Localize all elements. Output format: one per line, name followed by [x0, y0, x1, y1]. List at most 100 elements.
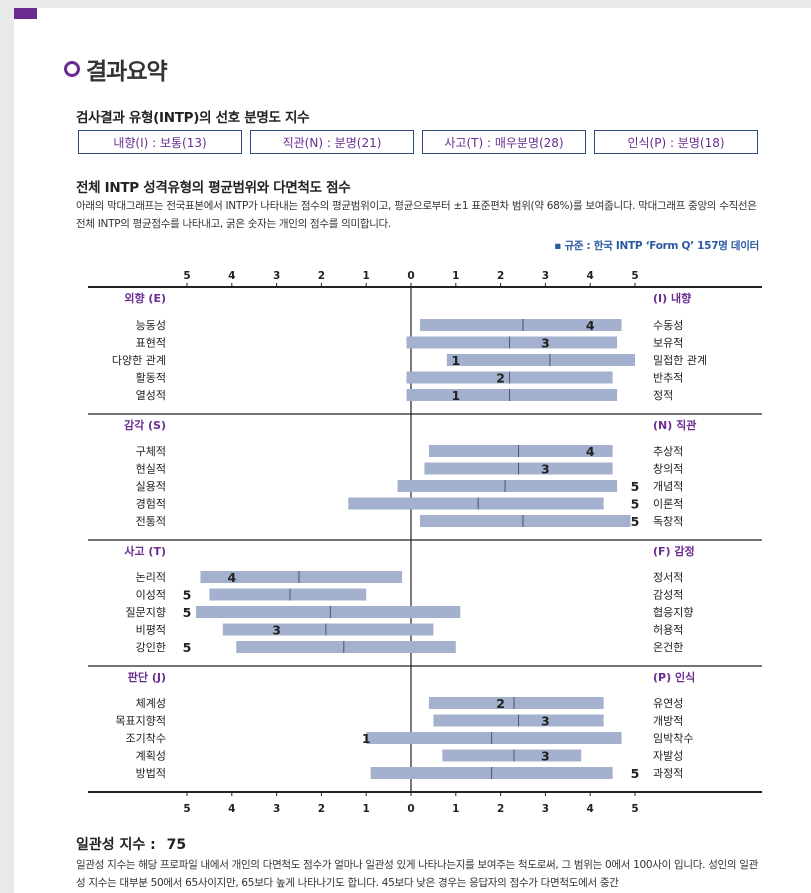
left-facet-label: 체계성 [136, 697, 166, 710]
axis-tick-top: 1 [363, 270, 370, 282]
facet-range-bar [209, 588, 367, 601]
left-facet-label: 실용적 [136, 480, 166, 493]
facet-range-bar [195, 606, 461, 618]
axis-tick-top: 5 [183, 270, 190, 282]
facet-range-bar [419, 319, 622, 331]
left-facet-label: 목표지향적 [115, 715, 166, 728]
right-facet-label: 자발성 [653, 750, 683, 763]
right-facet-label: 감성적 [653, 589, 683, 602]
axis-tick-top: 3 [273, 270, 280, 282]
consistency-title: 일관성 지수 : 75 [76, 834, 186, 854]
axis-tick-bottom: 5 [631, 803, 638, 815]
left-facet-label: 다양한 관계 [112, 354, 166, 367]
facet-score-label: 1 [451, 388, 460, 403]
right-facet-label: 수동성 [653, 319, 683, 332]
left-facet-label: 비평적 [136, 624, 166, 637]
right-pole-label: (F) 감정 [653, 544, 695, 558]
right-facet-label: 반추적 [653, 372, 683, 385]
facet-range-bar [428, 697, 604, 709]
right-facet-label: 밀접한 관계 [653, 354, 707, 367]
left-facet-label: 계획성 [136, 750, 166, 763]
right-facet-label: 유연성 [653, 697, 683, 710]
axis-tick-top: 0 [407, 270, 414, 282]
facet-range-bar [419, 515, 631, 527]
right-facet-label: 협응지향 [653, 606, 693, 619]
axis-tick-bottom: 5 [183, 803, 190, 815]
facet-range-bar [406, 336, 618, 349]
facet-score-label: 5 [631, 514, 640, 529]
left-facet-label: 활동적 [136, 371, 166, 385]
heading-text: 결과요약 [86, 59, 168, 85]
report-sheet [14, 8, 811, 893]
facet-score-label: 3 [272, 623, 281, 638]
facet-range-bar [236, 641, 456, 653]
left-facet-label: 조기착수 [126, 732, 166, 745]
facet-score-label: 3 [541, 336, 550, 351]
facet-score-label: 2 [496, 696, 505, 711]
left-facet-label: 강인한 [136, 641, 166, 654]
facets-title: 전체 INTP 성격유형의 평균범위와 다면척도 점수 [76, 180, 351, 196]
left-facet-label: 구체적 [136, 445, 166, 458]
facet-score-label: 4 [227, 570, 236, 585]
facet-range-bar [442, 749, 582, 762]
circle-bullet-icon [64, 61, 80, 77]
axis-tick-bottom: 2 [497, 803, 504, 815]
left-facet-label: 논리적 [136, 571, 166, 584]
right-facet-label: 과정적 [653, 767, 683, 780]
axis-tick-bottom: 2 [318, 803, 325, 815]
consistency-value: 75 [166, 837, 187, 853]
left-pole-label: 사고 (T) [124, 544, 166, 558]
right-facet-label: 정서적 [653, 571, 683, 584]
left-pole-label: 외향 (E) [124, 291, 166, 305]
preference-title: 검사결과 유형(INTP)의 선호 분명도 지수 [76, 110, 310, 126]
left-facet-label: 열성적 [136, 389, 166, 402]
section-heading: 결과요약 [64, 52, 168, 86]
axis-tick-bottom: 1 [363, 803, 370, 815]
left-facet-label: 현실적 [136, 463, 166, 476]
axis-tick-top: 4 [587, 270, 594, 282]
right-facet-label: 개념적 [653, 480, 683, 493]
right-facet-label: 임박착수 [653, 732, 693, 745]
axis-tick-top: 2 [497, 270, 504, 282]
facets-description: 아래의 막대그래프는 전국표본에서 INTP가 나타내는 점수의 평균범위이고,… [76, 200, 757, 230]
axis-tick-top: 3 [542, 270, 549, 282]
right-facet-label: 개방적 [653, 715, 683, 728]
axis-tick-bottom: 1 [452, 803, 459, 815]
axis-tick-top: 1 [452, 270, 459, 282]
left-pole-label: 판단 (J) [128, 670, 166, 684]
right-facet-label: 이론적 [653, 498, 683, 511]
right-pole-label: (N) 직관 [653, 418, 696, 432]
facet-range-bar [406, 389, 618, 401]
axis-tick-top: 2 [318, 270, 325, 282]
consistency-description: 일관성 지수는 해당 프로파일 내에서 개인의 다면척도 점수가 얼마나 일관성… [76, 859, 759, 889]
axis-tick-bottom: 0 [407, 803, 414, 815]
right-facet-label: 창의적 [653, 463, 683, 476]
right-pole-label: (P) 인식 [653, 670, 695, 684]
facet-range-bar [200, 571, 403, 583]
facet-score-label: 5 [631, 479, 640, 494]
preference-box-perceiving: 인식(P) : 분명(18) [594, 130, 758, 154]
facet-range-bar [222, 623, 434, 636]
facet-range-bar [446, 354, 635, 366]
right-facet-label: 허용적 [653, 624, 683, 637]
left-facet-label: 방법적 [136, 767, 166, 780]
right-facet-label: 온건한 [653, 641, 683, 654]
left-facet-label: 경험적 [136, 498, 166, 511]
facet-score-label: 5 [183, 640, 192, 655]
axis-tick-bottom: 3 [273, 803, 280, 815]
facet-score-label: 5 [183, 605, 192, 620]
consistency-label: 일관성 지수 : [76, 837, 156, 853]
purple-tab-marker [14, 8, 37, 19]
facet-range-bar [348, 497, 604, 510]
left-pole-label: 감각 (S) [124, 418, 166, 432]
facet-score-label: 2 [496, 371, 505, 386]
facet-score-label: 5 [631, 766, 640, 781]
right-facet-label: 보유적 [653, 337, 683, 350]
left-facet-label: 표현적 [136, 337, 166, 350]
facet-range-bar [366, 732, 622, 744]
preference-box-thinking: 사고(T) : 매우분명(28) [422, 130, 586, 154]
facet-score-label: 3 [541, 462, 550, 477]
preference-box-intuition: 직관(N) : 분명(21) [250, 130, 414, 154]
